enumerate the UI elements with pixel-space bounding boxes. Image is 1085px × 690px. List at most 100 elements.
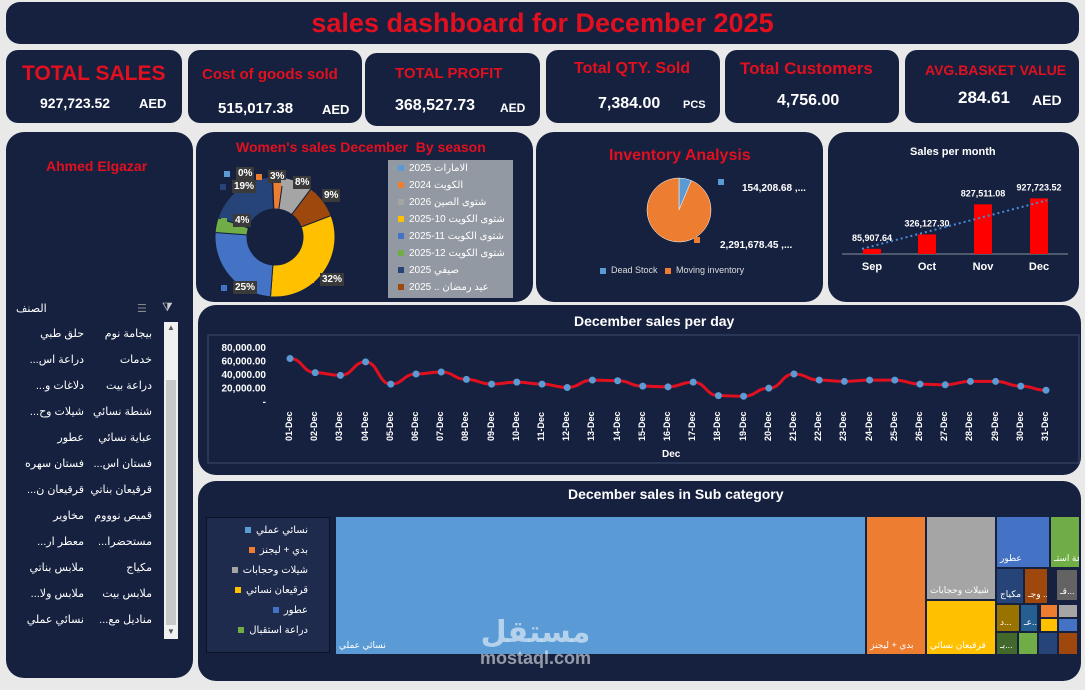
scroll-down-arrow[interactable]: ▼ xyxy=(167,627,175,636)
slicer-item[interactable]: خدمات xyxy=(119,354,152,366)
legend-swatch xyxy=(231,567,238,574)
treemap-tile[interactable]: دلا... وجـ... xyxy=(1024,568,1048,604)
slicer-item[interactable]: ملابس بناتي xyxy=(29,562,84,574)
data-point xyxy=(286,354,294,362)
slicer-item[interactable]: فستان اس... xyxy=(93,458,152,470)
treemap-tile-small[interactable] xyxy=(1058,618,1078,632)
series-line xyxy=(289,356,1047,398)
legend-swatch xyxy=(244,527,251,534)
slicer-item[interactable]: عطور xyxy=(57,432,84,444)
treemap-tile-small[interactable] xyxy=(1058,604,1078,618)
treemap-tile[interactable]: مكياج xyxy=(996,568,1024,604)
bar-value-label: 927,723.52 xyxy=(1016,182,1061,192)
slicer-item[interactable]: حلق طبي xyxy=(40,328,84,340)
monthly-sales-panel: Sales per month 85,907.64 Sep 326,127.30 Oc… xyxy=(828,132,1079,302)
slicer-item[interactable]: ملابس بيت xyxy=(102,588,152,600)
x-tick-label: 28-Dec xyxy=(964,411,975,441)
legend-swatch xyxy=(398,284,404,291)
treemap-tile[interactable]: شيلات وحجابات xyxy=(926,516,996,600)
kpi-unit: PCS xyxy=(683,99,706,111)
slicer-item[interactable]: بيجامة نوم xyxy=(104,328,152,340)
slicer-item[interactable]: مستحضرا... xyxy=(98,536,152,548)
slicer-item[interactable]: شيلات وح... xyxy=(29,406,84,418)
slicer-item[interactable]: قرقيعان بناتي xyxy=(90,484,152,496)
slicer-item[interactable]: قرقيعان ن... xyxy=(27,484,84,496)
donut-slice xyxy=(269,214,336,298)
treemap-tile-small[interactable] xyxy=(1040,618,1058,632)
legend-swatch xyxy=(398,182,404,189)
data-point xyxy=(563,384,571,391)
treemap-tile-small[interactable] xyxy=(1018,632,1038,655)
slicer-item[interactable]: دلاغات و... xyxy=(35,380,84,392)
donut-label-marker xyxy=(308,277,314,283)
treemap-tile[interactable]: دراعة استـ... xyxy=(1050,516,1080,568)
legend-label: Dead Stock xyxy=(611,265,658,275)
treemap-tile-small[interactable] xyxy=(1038,632,1058,655)
category-label: Nov xyxy=(973,261,995,273)
multi-select-icon[interactable]: ☰ xyxy=(137,303,147,315)
tile-label: عطور xyxy=(1000,553,1022,563)
data-point xyxy=(614,377,622,385)
inventory-pie-chart xyxy=(646,177,712,243)
treemap-legend-item: عطور xyxy=(218,605,308,616)
treemap-tile[interactable]: قـ... xyxy=(1056,569,1078,601)
clear-filter-icon[interactable]: ⧩ xyxy=(162,300,173,314)
slicer-item[interactable]: عباية نسائي xyxy=(98,432,152,444)
slicer-item[interactable]: مخاوير xyxy=(53,510,84,522)
tile-label: قـ... xyxy=(1060,586,1075,596)
kpi-total-qty: Total QTY. Sold 7,384.00 PCS xyxy=(546,50,720,123)
kpi-avg-basket: AVG.BASKET VALUE 284.61 AED xyxy=(905,50,1079,123)
treemap-tile-small[interactable] xyxy=(1040,604,1058,618)
kpi-title: Total QTY. Sold xyxy=(574,60,691,77)
data-point xyxy=(362,358,370,366)
x-tick-label: 20-Dec xyxy=(762,411,773,441)
scroll-up-arrow[interactable]: ▲ xyxy=(167,323,175,332)
kpi-total-customers: Total Customers 4,756.00 xyxy=(725,50,899,123)
legend-swatch xyxy=(235,587,242,594)
slicer-item[interactable]: قميص نوووم xyxy=(94,510,152,522)
slicer-item[interactable]: مناديل مع... xyxy=(99,614,152,626)
treemap-tile[interactable]: عـ... xyxy=(1020,604,1038,632)
data-point xyxy=(916,380,924,388)
slicer-item[interactable]: فستان سهره xyxy=(25,458,84,470)
data-point xyxy=(387,380,395,388)
slicer-scrollbar[interactable]: ▲ ▼ xyxy=(164,322,178,639)
treemap-tile-small[interactable] xyxy=(1058,632,1078,655)
treemap-tile[interactable]: عطور xyxy=(996,516,1050,568)
donut-label-marker xyxy=(224,171,230,177)
slicer-item[interactable]: ملابس ولا... xyxy=(30,588,84,600)
legend-label: Moving inventory xyxy=(676,265,745,275)
slicer-item[interactable]: نسائي عملي xyxy=(26,614,84,626)
chart-title: December sales per day xyxy=(574,313,735,329)
tile-label: شيلات وحجابات xyxy=(930,585,989,595)
kpi-value: 368,527.73 xyxy=(395,97,476,114)
treemap-tile[interactable]: د... xyxy=(996,604,1020,632)
slicer-item[interactable]: مكياج xyxy=(126,562,152,574)
donut-value-label: 8% xyxy=(293,176,312,189)
tile-label: بـ... xyxy=(1000,640,1013,650)
treemap-tile[interactable]: نسائي عملي xyxy=(335,516,866,655)
kpi-unit: AED xyxy=(139,96,167,111)
title-bar: sales dashboard for December 2025 xyxy=(6,2,1079,44)
treemap-legend-item: دراعة استقبال xyxy=(218,625,308,636)
tile-label: دراعة استـ... xyxy=(1054,553,1079,563)
pie-marker xyxy=(694,237,700,243)
legend-label: نسائي عملي xyxy=(255,525,308,536)
data-point xyxy=(966,377,974,385)
bar-value-label: 85,907.64 xyxy=(852,233,892,243)
x-tick-label: 05-Dec xyxy=(384,411,395,441)
slicer-item[interactable]: دراعة اس... xyxy=(29,354,84,366)
treemap-tile[interactable]: بدي + ليجنز xyxy=(866,516,926,655)
slicer-item[interactable]: شنطة نسائي xyxy=(93,406,152,418)
kpi-cogs: Cost of goods sold 515,017.38 AED xyxy=(188,50,362,123)
data-point xyxy=(714,392,722,400)
slicer-item[interactable]: معطر ار... xyxy=(37,536,84,548)
inventory-panel: Inventory Analysis 154,208.68 ,... 2,291… xyxy=(536,132,823,302)
treemap-legend-item: نسائي عملي xyxy=(218,525,308,536)
kpi-title: AVG.BASKET VALUE xyxy=(925,62,1067,78)
treemap-tile[interactable]: قرقيعان نسائي xyxy=(926,600,996,655)
slicer-item[interactable]: دراعة بيت xyxy=(106,380,152,392)
scroll-thumb[interactable] xyxy=(166,380,176,625)
treemap-tile[interactable]: بـ... xyxy=(996,632,1018,655)
legend-item: الكويت 2024 xyxy=(398,180,463,191)
